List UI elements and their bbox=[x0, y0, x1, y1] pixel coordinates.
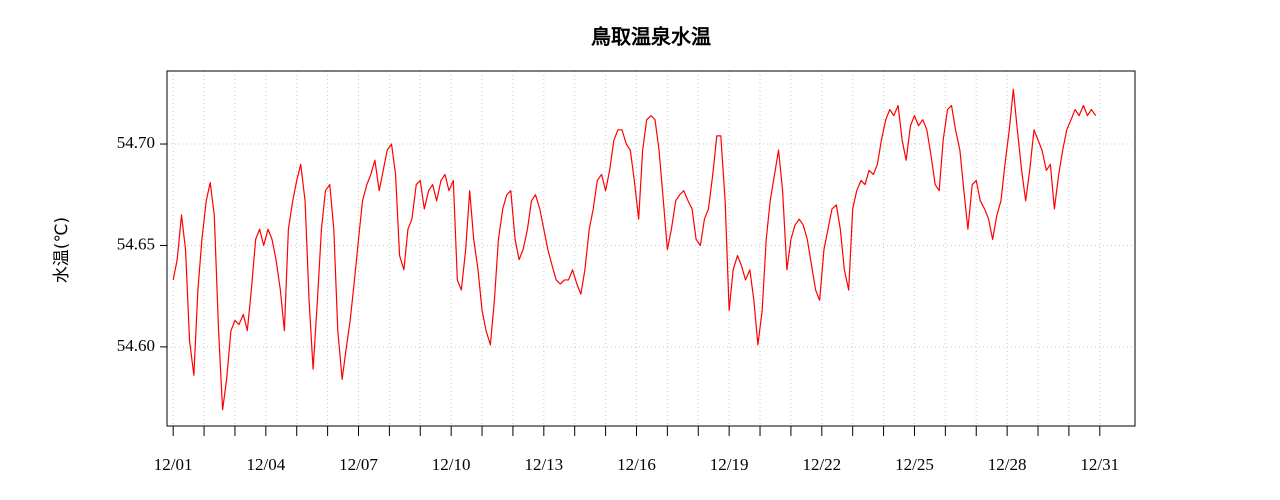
x-tick-label: 12/13 bbox=[524, 455, 563, 474]
x-tick-label: 12/16 bbox=[617, 455, 656, 474]
y-tick-label: 54.60 bbox=[117, 336, 155, 355]
data-line bbox=[172, 88, 1097, 411]
y-tick-label: 54.65 bbox=[117, 234, 155, 253]
plot-frame bbox=[166, 70, 1136, 427]
x-tick-label: 12/19 bbox=[710, 455, 749, 474]
x-tick-label: 12/07 bbox=[339, 455, 378, 474]
x-tick-label: 12/25 bbox=[895, 455, 934, 474]
x-tick-label: 12/10 bbox=[432, 455, 471, 474]
x-tick-label: 12/22 bbox=[802, 455, 841, 474]
chart-title: 鳥取温泉水温 bbox=[591, 25, 711, 49]
x-tick-label: 12/31 bbox=[1080, 455, 1119, 474]
x-tick-label: 12/28 bbox=[988, 455, 1027, 474]
y-tick-label: 54.70 bbox=[117, 133, 155, 152]
x-tick-label: 12/04 bbox=[246, 455, 285, 474]
x-tick-label: 12/01 bbox=[154, 455, 193, 474]
y-axis-label: 水温(℃) bbox=[52, 217, 72, 283]
